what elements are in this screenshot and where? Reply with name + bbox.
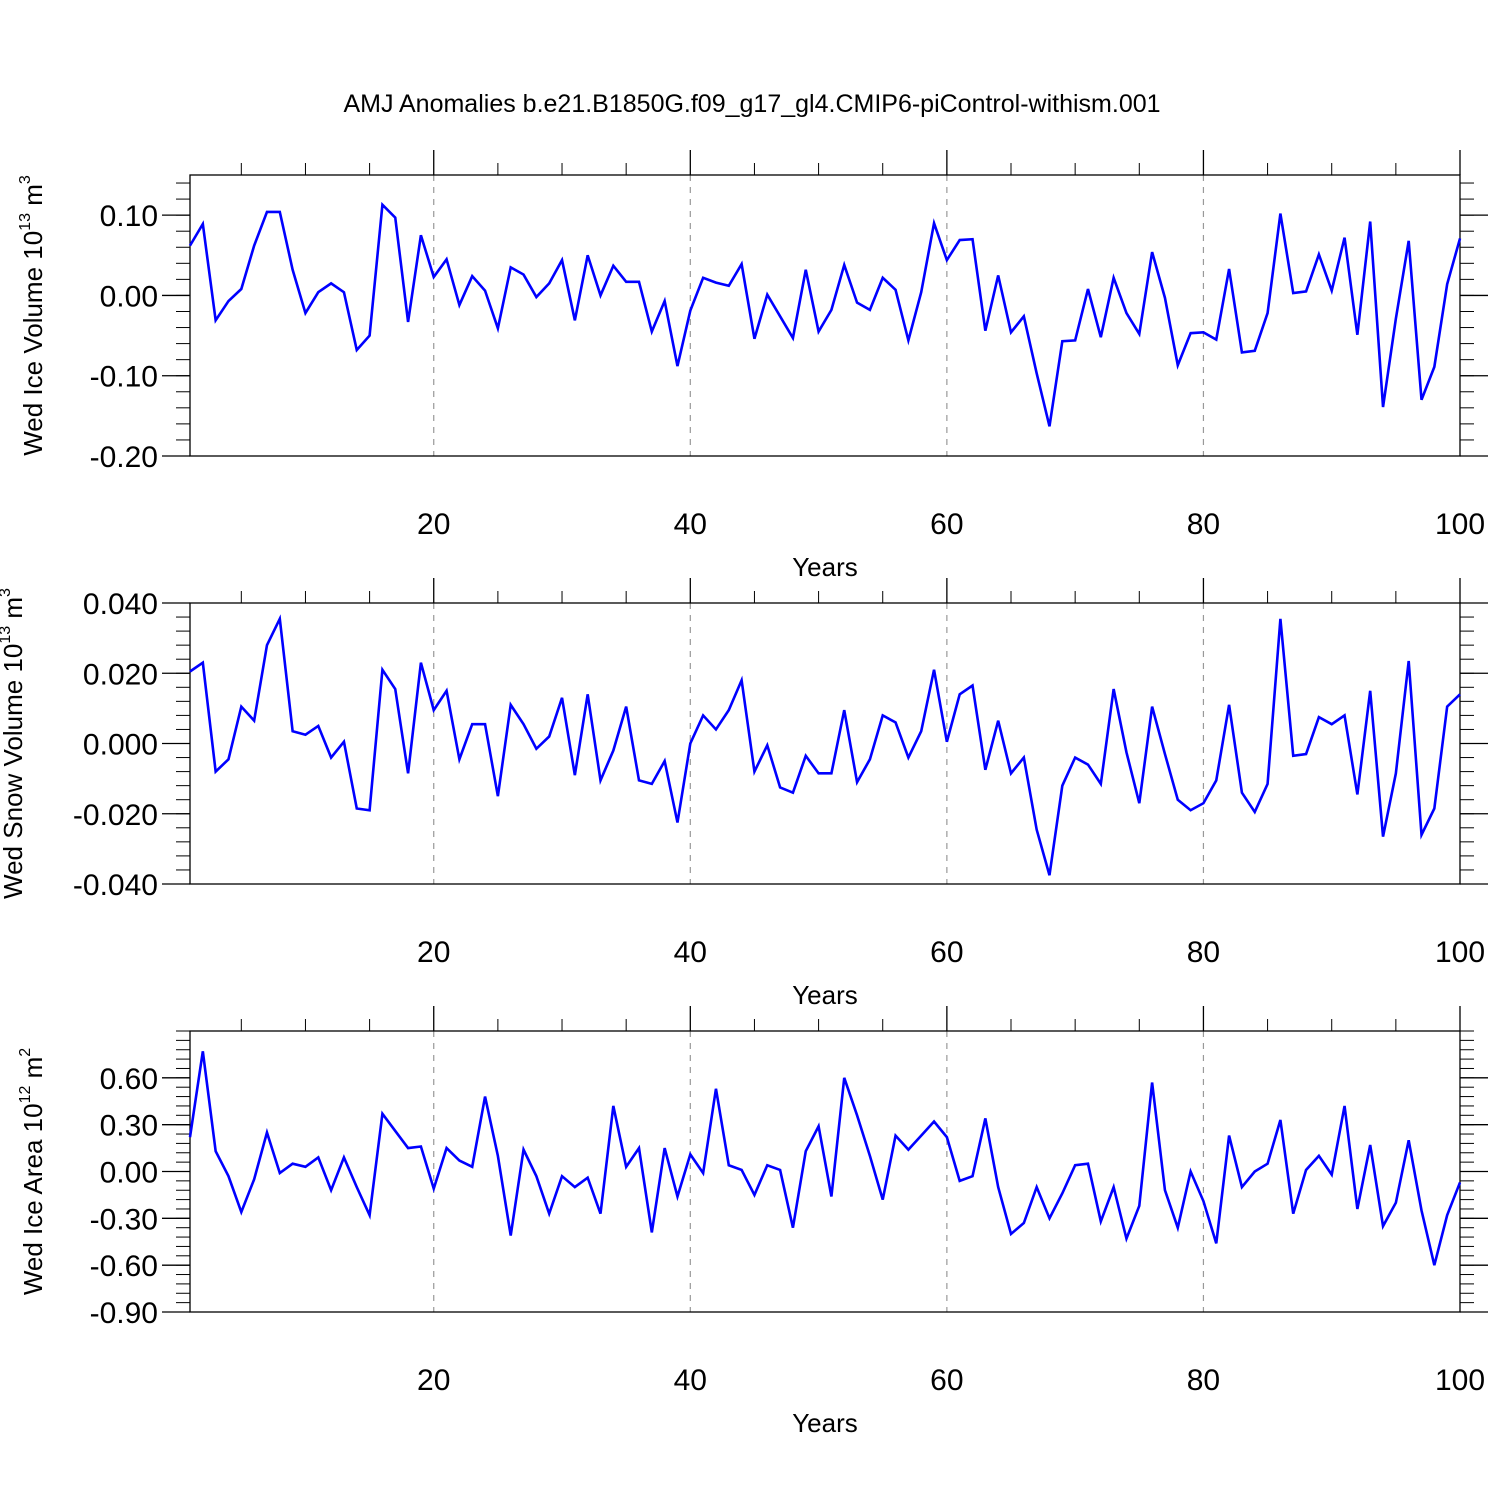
y-tick-label: -0.60 <box>90 1250 158 1283</box>
y-tick-label: -0.10 <box>90 361 158 394</box>
series-line <box>189 614 1461 876</box>
x-tick-label: 40 <box>674 1364 707 1397</box>
y-tick-label: -0.30 <box>90 1203 158 1236</box>
series-line <box>188 201 1462 427</box>
y-tick-label: 0.000 <box>83 729 158 762</box>
y-tick-label: 0.040 <box>83 588 158 621</box>
plot-frame <box>189 1030 1461 1313</box>
x-axis-label: Years <box>792 552 858 582</box>
panel-3: 20 40 60 80 100 -0.90 -0.60 -0.30 0.00 0.30 0.60 Ye… <box>17 1006 1488 1438</box>
series-line <box>188 1051 1462 1266</box>
x-tick-label: 40 <box>674 936 707 969</box>
y-axis-label: Wed Ice Area 1012 m2 <box>17 1048 48 1295</box>
y-tick-label: 0.00 <box>100 280 158 313</box>
figure-title: AMJ Anomalies b.e21.B1850G.f09_g17_gl4.C… <box>343 90 1160 118</box>
y-tick-label: 0.10 <box>100 200 158 233</box>
y-tick-label: 0.020 <box>83 658 158 691</box>
x-tick-label: 40 <box>674 508 707 541</box>
panels: 20 40 60 80 100 -0.20 -0.10 0.00 0.10 Years Wed Ic… <box>0 150 1488 1438</box>
x-axis-label: Years <box>792 980 858 1010</box>
x-tick-label: 20 <box>417 508 450 541</box>
x-tick-label: 100 <box>1435 508 1485 541</box>
x-tick-label: 80 <box>1187 508 1220 541</box>
x-tick-label: 20 <box>417 1364 450 1397</box>
x-tick-label: 60 <box>930 508 963 541</box>
x-tick-label: 80 <box>1187 936 1220 969</box>
panel-2: 20 40 60 80 100 -0.040 -0.020 0.000 0.020 0.040 Ye… <box>0 578 1488 1010</box>
x-tick-label: 80 <box>1187 1364 1220 1397</box>
x-tick-label: 60 <box>930 1364 963 1397</box>
y-axis-label: Wed Snow Volume 1013 m3 <box>0 588 28 899</box>
y-tick-label: 0.00 <box>100 1157 158 1190</box>
x-axis-label: Years <box>792 1408 858 1438</box>
y-axis-label: Wed Ice Volume 1013 m3 <box>17 175 48 456</box>
y-tick-label: -0.20 <box>90 441 158 474</box>
x-tick-label: 20 <box>417 936 450 969</box>
plot-frame <box>189 174 1461 457</box>
panel-1: 20 40 60 80 100 -0.20 -0.10 0.00 0.10 Years Wed Ic… <box>17 150 1488 582</box>
y-tick-label: 0.60 <box>100 1063 158 1096</box>
y-tick-label: -0.020 <box>73 799 158 832</box>
x-tick-label: 100 <box>1435 936 1485 969</box>
x-tick-label: 60 <box>930 936 963 969</box>
y-tick-label: -0.040 <box>73 869 158 902</box>
y-tick-label: 0.30 <box>100 1110 158 1143</box>
y-tick-label: -0.90 <box>90 1297 158 1330</box>
x-tick-label: 100 <box>1435 1364 1485 1397</box>
